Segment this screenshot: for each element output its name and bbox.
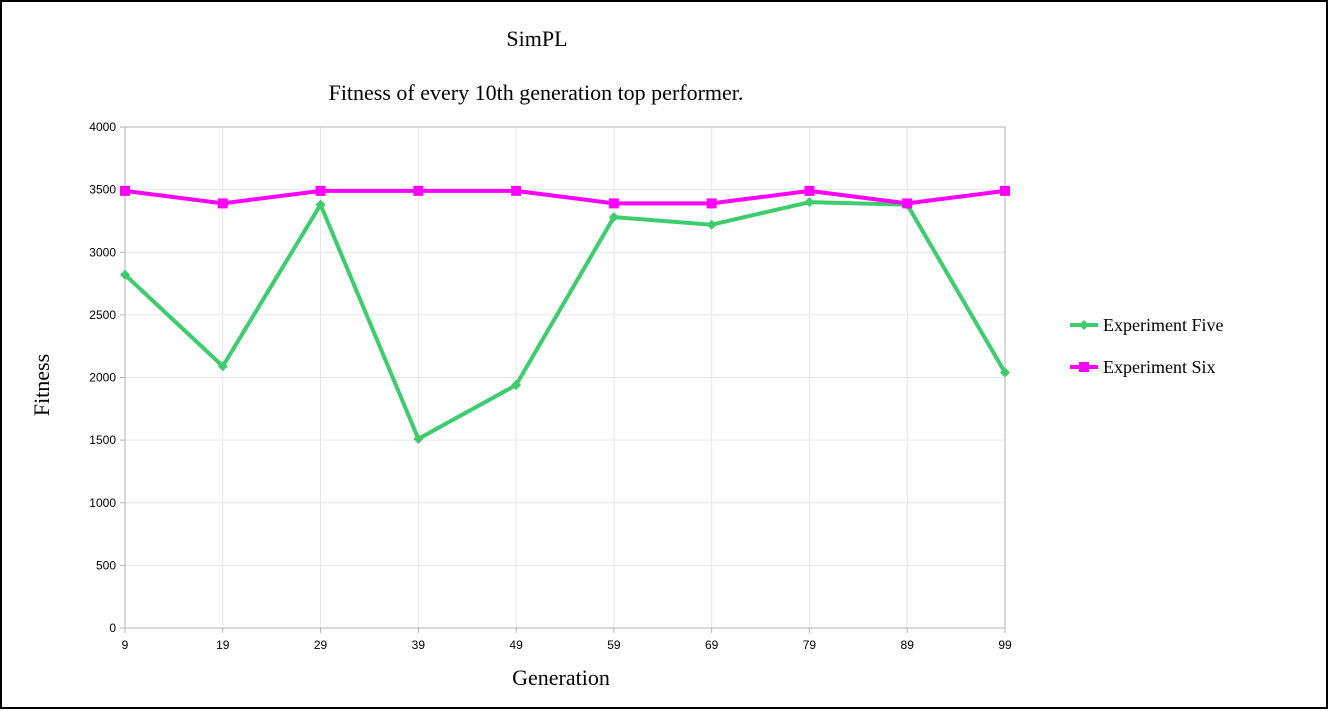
y-tick-label: 1500 (89, 433, 116, 447)
grid (125, 126, 1006, 628)
legend: Experiment Five Experiment Six (1070, 315, 1223, 377)
data-point (315, 185, 326, 196)
data-point (413, 433, 424, 444)
y-tick-label: 4000 (89, 120, 116, 134)
data-point (608, 198, 619, 209)
data-point (706, 198, 717, 209)
y-tick-label: 0 (109, 621, 116, 635)
data-point (804, 185, 815, 196)
data-point (217, 198, 228, 209)
data-point (1000, 185, 1010, 196)
y-tick-label: 3000 (89, 245, 116, 259)
x-tick-label: 39 (412, 638, 426, 652)
x-tick-label: 99 (998, 638, 1012, 652)
x-axis-label: Generation (512, 665, 610, 690)
legend-item: Experiment Five (1070, 315, 1223, 335)
y-tick-label: 3500 (89, 183, 116, 197)
x-tick-label: 49 (509, 638, 523, 652)
x-tick-label: 9 (122, 638, 129, 652)
series-line (123, 188, 1007, 206)
chart-subtitle: Fitness of every 10th generation top per… (329, 80, 744, 105)
data-point (120, 269, 130, 280)
data-point (1000, 367, 1010, 378)
data-point (413, 185, 424, 196)
chart-title: SimPL (506, 26, 567, 51)
data-point (804, 197, 815, 208)
legend-swatch-marker (1079, 362, 1089, 372)
plot-border (124, 126, 1006, 629)
y-tick-label: 2500 (89, 308, 116, 322)
y-tick-label: 2000 (89, 371, 116, 385)
legend-swatch-marker (1079, 320, 1089, 330)
axes: 0 500 1000 1500 2000 2500 3000 3500 4000 9 19 29 39 4… (89, 120, 1012, 652)
data-point (706, 219, 717, 230)
legend-item: Experiment Six (1070, 357, 1215, 377)
series-line (123, 200, 1007, 441)
y-tick-label: 500 (96, 558, 116, 572)
data-point (315, 199, 326, 210)
x-tick-label: 79 (803, 638, 817, 652)
x-tick-label: 59 (607, 638, 621, 652)
legend-label: Experiment Six (1103, 357, 1215, 377)
x-tick-label: 19 (216, 638, 230, 652)
data-point (608, 212, 619, 223)
data-point (217, 361, 228, 372)
x-tick-label: 69 (705, 638, 719, 652)
y-axis-label: Fitness (29, 354, 54, 416)
data-point (511, 185, 522, 196)
y-tick-label: 1000 (89, 496, 116, 510)
x-tick-label: 89 (901, 638, 915, 652)
data-point (120, 185, 130, 196)
legend-label: Experiment Five (1103, 315, 1223, 335)
series-2 (120, 185, 1010, 209)
series-1 (120, 197, 1010, 444)
data-point (902, 198, 913, 209)
x-tick-label: 29 (314, 638, 328, 652)
